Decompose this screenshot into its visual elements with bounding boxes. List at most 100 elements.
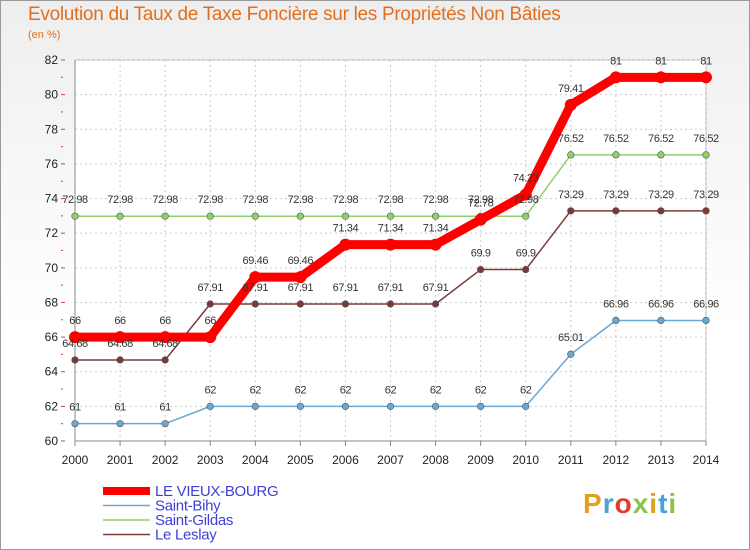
data-point [386, 300, 395, 308]
data-point [249, 271, 262, 284]
x-tick-label: 2014 [693, 453, 720, 467]
proxiti-logo: Proxiti [583, 488, 677, 520]
data-point [71, 356, 79, 364]
data-point [522, 265, 530, 274]
data-point [702, 207, 710, 215]
data-point [431, 212, 440, 220]
y-tick-label: 74 [45, 192, 59, 206]
legend-label: Le Leslay [155, 527, 217, 544]
data-label: 81 [655, 55, 667, 67]
data-label: 72.98 [378, 194, 404, 206]
x-tick-label: 2005 [287, 453, 314, 467]
data-label: 62 [295, 384, 307, 396]
data-label: 72.78 [468, 198, 494, 210]
data-point [294, 271, 307, 284]
x-tick-label: 2006 [332, 453, 359, 467]
data-point [567, 350, 575, 358]
data-point [116, 420, 124, 428]
x-tick-label: 2010 [512, 453, 539, 467]
logo-letter: o [614, 488, 633, 519]
chart-unit: (en %) [28, 29, 61, 41]
data-label: 66.96 [603, 298, 629, 310]
data-label: 72.98 [62, 194, 88, 206]
data-label: 62 [250, 384, 262, 396]
data-label: 71.34 [333, 223, 359, 235]
data-point [564, 98, 577, 111]
logo-letter: x [632, 488, 650, 519]
data-label: 69.46 [243, 255, 269, 267]
data-point [474, 213, 487, 226]
data-point [612, 207, 620, 215]
data-point [161, 212, 169, 220]
data-point [339, 238, 352, 251]
data-label: 67.91 [197, 282, 223, 294]
data-point [116, 212, 124, 220]
data-point [567, 151, 575, 159]
data-label: 72.98 [243, 194, 269, 206]
data-point [159, 331, 172, 344]
data-point [612, 151, 620, 159]
y-tick-label: 78 [45, 122, 59, 136]
data-point [477, 265, 485, 274]
data-point [657, 316, 665, 325]
data-point [161, 420, 169, 428]
data-point [296, 212, 304, 220]
data-label: 74.23 [513, 173, 539, 185]
data-label: 79.41 [558, 83, 584, 95]
y-tick-label: 62 [45, 399, 59, 413]
data-label: 81 [610, 55, 622, 67]
data-label: 76.52 [648, 133, 674, 145]
data-label: 67.91 [288, 282, 314, 294]
series-saint-bihy [71, 316, 710, 428]
x-tick-label: 2003 [197, 453, 224, 467]
data-point [341, 402, 350, 410]
data-label: 69.46 [288, 255, 314, 267]
data-label: 81 [700, 55, 712, 67]
legend-label: LE VIEUX-BOURG [155, 483, 278, 500]
logo-letter: i [649, 488, 659, 519]
data-point [429, 238, 442, 251]
x-tick-label: 2004 [242, 453, 269, 467]
data-point [431, 300, 440, 308]
data-label: 67.91 [378, 282, 404, 294]
data-label: 64.68 [62, 338, 88, 350]
data-label: 66 [204, 315, 216, 327]
data-label: 66.96 [648, 298, 674, 310]
data-point [386, 212, 395, 220]
data-point [206, 300, 214, 308]
data-label: 61 [159, 402, 171, 414]
data-label: 73.29 [648, 189, 674, 201]
data-label: 72.98 [468, 194, 494, 206]
x-tick-label: 2008 [422, 453, 449, 467]
y-tick-label: 68 [45, 295, 59, 309]
data-label: 66 [69, 315, 81, 327]
data-label: 62 [385, 384, 397, 396]
data-label: 73.29 [693, 189, 719, 201]
data-label: 62 [340, 384, 352, 396]
data-label: 76.52 [693, 133, 719, 145]
data-label: 65.01 [558, 332, 584, 344]
y-tick-label: 60 [45, 434, 59, 448]
data-point [71, 212, 79, 220]
logo-letter: r [602, 488, 615, 519]
x-tick-label: 2000 [62, 453, 89, 467]
data-label: 69.9 [516, 248, 536, 260]
data-label: 62 [430, 384, 442, 396]
data-point [519, 188, 532, 201]
data-point [700, 71, 712, 84]
y-tick-label: 70 [45, 261, 59, 275]
x-tick-label: 2012 [603, 453, 630, 467]
data-point [654, 71, 667, 84]
data-point [341, 300, 350, 308]
data-point [702, 316, 710, 325]
data-point [296, 402, 304, 410]
data-label: 72.98 [152, 194, 178, 206]
data-label: 76.52 [603, 133, 629, 145]
data-label: 72.98 [288, 194, 314, 206]
data-point [69, 331, 81, 344]
x-tick-label: 2007 [377, 453, 404, 467]
data-point [477, 402, 485, 410]
y-tick-label: 76 [45, 157, 59, 171]
data-label: 66.96 [693, 298, 719, 310]
